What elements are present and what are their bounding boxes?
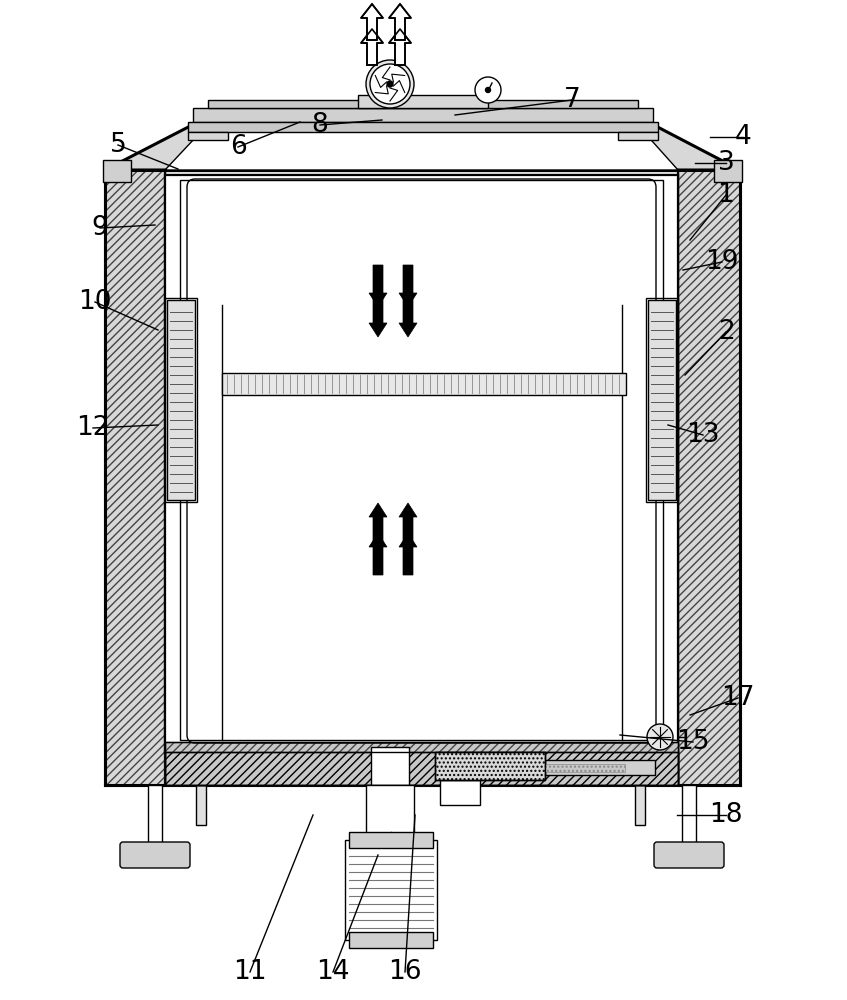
Bar xyxy=(714,160,742,182)
Text: 19: 19 xyxy=(706,249,739,275)
Circle shape xyxy=(647,724,673,750)
Bar xyxy=(345,840,437,940)
Text: 11: 11 xyxy=(233,959,267,985)
FancyBboxPatch shape xyxy=(120,842,190,868)
Text: 7: 7 xyxy=(563,87,580,113)
Bar xyxy=(123,845,187,865)
Bar xyxy=(196,785,206,825)
Bar xyxy=(682,785,696,845)
Bar xyxy=(349,932,433,948)
Bar xyxy=(165,298,197,502)
Bar xyxy=(545,764,625,772)
Bar xyxy=(193,108,653,122)
FancyArrow shape xyxy=(369,265,387,307)
FancyArrow shape xyxy=(399,265,417,307)
Bar xyxy=(180,180,663,740)
Text: 16: 16 xyxy=(388,959,422,985)
Bar xyxy=(222,373,626,395)
Polygon shape xyxy=(361,29,383,65)
Text: 6: 6 xyxy=(230,134,246,160)
Bar xyxy=(165,175,678,752)
Polygon shape xyxy=(389,29,411,65)
Bar xyxy=(440,780,480,805)
Text: 15: 15 xyxy=(676,729,710,755)
Circle shape xyxy=(387,81,393,87)
Bar xyxy=(165,752,678,785)
Text: 5: 5 xyxy=(109,132,126,158)
Bar xyxy=(358,95,488,108)
Text: 8: 8 xyxy=(312,112,329,138)
Bar xyxy=(435,752,545,780)
FancyArrow shape xyxy=(369,503,387,545)
Bar xyxy=(165,742,678,785)
Polygon shape xyxy=(389,4,411,40)
Bar xyxy=(635,785,645,825)
Text: 2: 2 xyxy=(717,319,734,345)
FancyBboxPatch shape xyxy=(654,842,724,868)
Text: 18: 18 xyxy=(709,802,743,828)
Text: 9: 9 xyxy=(91,215,108,241)
Bar xyxy=(105,170,740,785)
Bar xyxy=(648,300,676,500)
Bar xyxy=(618,132,658,140)
Polygon shape xyxy=(105,122,740,170)
Circle shape xyxy=(485,88,490,93)
Text: 4: 4 xyxy=(734,124,751,150)
Circle shape xyxy=(475,77,501,103)
Text: 14: 14 xyxy=(316,959,350,985)
Bar xyxy=(435,752,545,780)
Text: 1: 1 xyxy=(717,182,734,208)
Bar xyxy=(208,100,638,108)
Text: 12: 12 xyxy=(76,415,110,441)
FancyArrow shape xyxy=(369,533,387,575)
Bar xyxy=(188,122,658,132)
Circle shape xyxy=(366,60,414,108)
Bar xyxy=(165,752,678,785)
FancyArrow shape xyxy=(369,295,387,337)
Bar xyxy=(371,747,409,785)
Bar xyxy=(105,170,165,785)
Text: 10: 10 xyxy=(78,289,112,315)
Bar xyxy=(165,752,678,785)
Bar xyxy=(349,832,433,848)
Polygon shape xyxy=(165,122,678,170)
Polygon shape xyxy=(361,4,383,40)
Bar xyxy=(366,785,414,845)
Bar xyxy=(167,300,195,500)
Bar xyxy=(165,742,678,785)
Bar xyxy=(148,785,162,845)
Text: 17: 17 xyxy=(722,685,755,711)
Text: 13: 13 xyxy=(686,422,720,448)
Bar xyxy=(188,132,228,140)
FancyArrow shape xyxy=(399,295,417,337)
FancyArrow shape xyxy=(399,533,417,575)
Bar xyxy=(678,170,740,785)
FancyArrow shape xyxy=(399,503,417,545)
Bar xyxy=(103,160,131,182)
Circle shape xyxy=(370,64,410,104)
Bar xyxy=(545,760,655,775)
Bar xyxy=(646,298,678,502)
Text: 3: 3 xyxy=(717,150,734,176)
